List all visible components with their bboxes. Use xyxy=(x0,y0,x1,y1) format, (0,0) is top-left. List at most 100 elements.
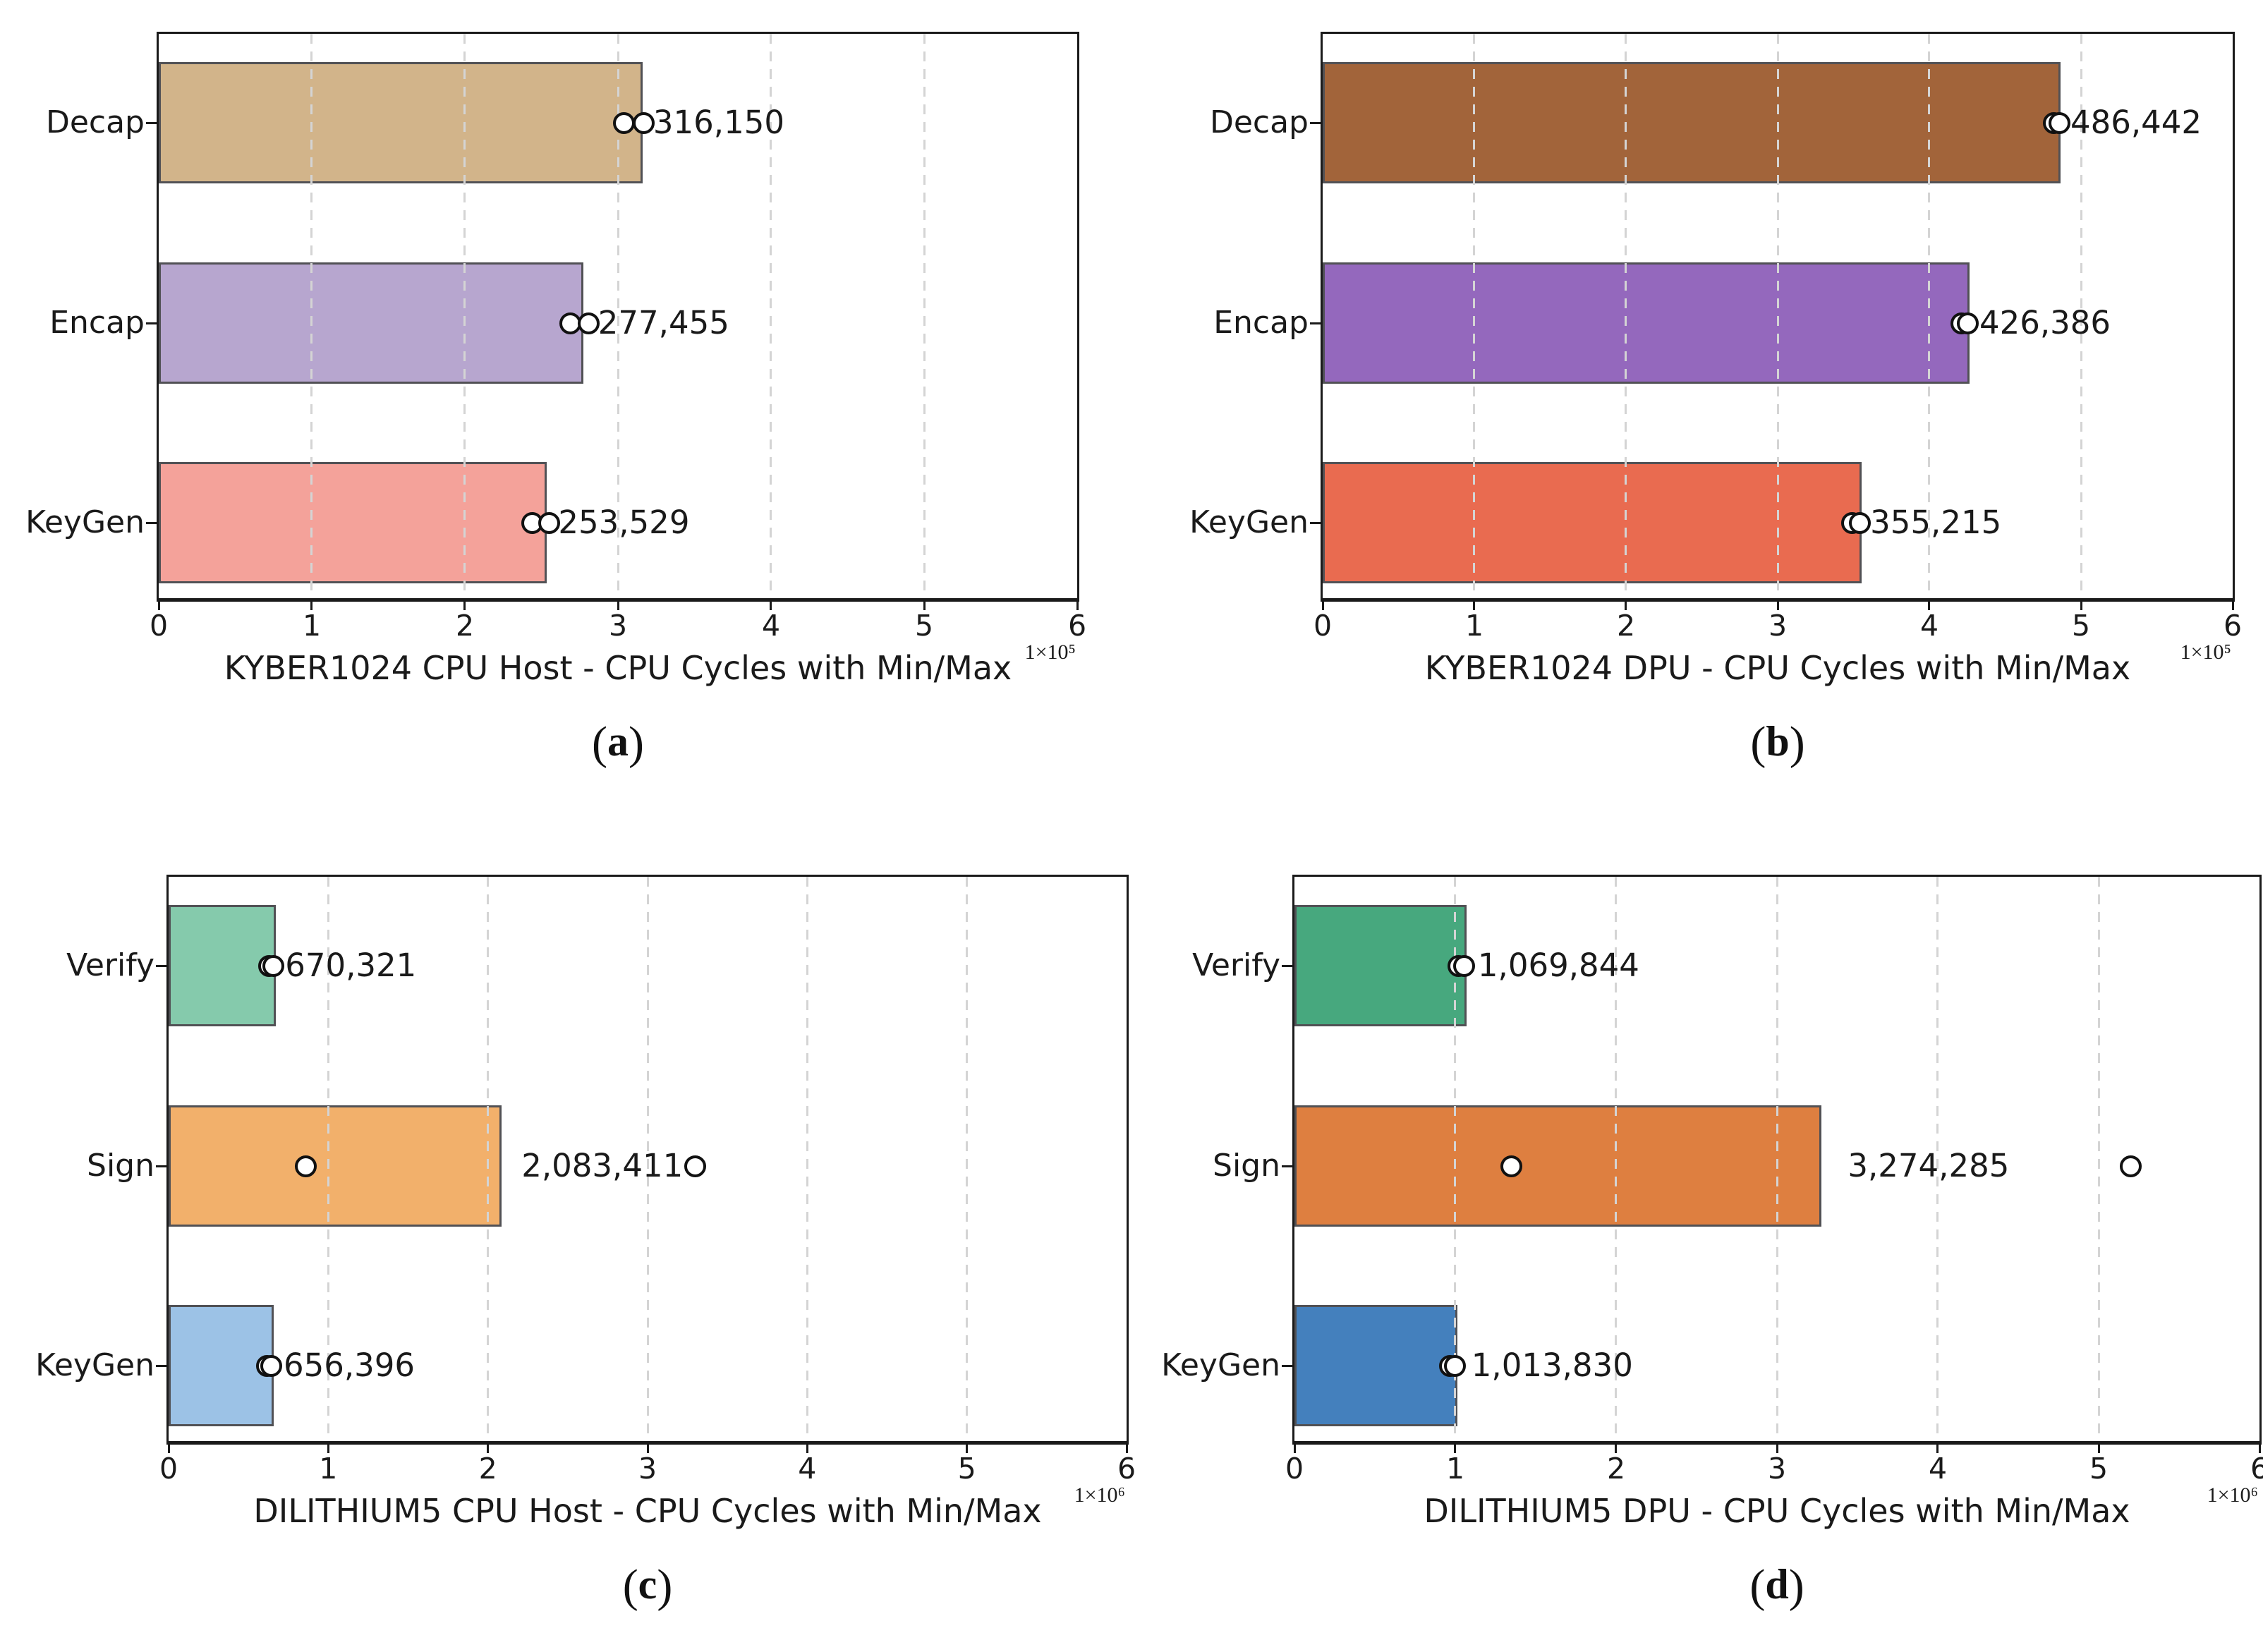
value-label: 355,215 xyxy=(1870,504,2002,541)
x-tick-label: 1 xyxy=(1464,609,1484,643)
gridline xyxy=(646,877,649,1441)
max-marker-keygen xyxy=(1848,511,1871,534)
caption-letter: d xyxy=(1765,1561,1789,1608)
chart-block-dilithium-cpu-host: Verify Sign KeyGen 670,321 2,083,411 656… xyxy=(0,826,1136,1652)
x-tick-mark xyxy=(1076,598,1079,610)
bar-keygen xyxy=(1294,1305,1458,1426)
caption-paren: ) xyxy=(629,717,644,769)
gridline xyxy=(1473,34,1476,598)
axis-scale-offset: 1×10⁶ xyxy=(1074,1483,1125,1507)
value-label: 656,396 xyxy=(283,1347,415,1384)
y-axis-label: Decap xyxy=(1209,104,1309,140)
min-marker-sign xyxy=(295,1155,317,1177)
min-marker-sign xyxy=(1500,1155,1523,1177)
y-tick-mark xyxy=(156,1364,166,1367)
bar-keygen xyxy=(159,462,547,583)
caption-paren: ) xyxy=(657,1560,673,1612)
caption-paren: ) xyxy=(1788,1560,1804,1612)
x-axis-title: KYBER1024 DPU - CPU Cycles with Min/Max xyxy=(1424,649,2131,687)
subfigure-caption: (a) xyxy=(592,717,644,770)
x-tick-mark xyxy=(770,598,772,610)
x-tick-mark xyxy=(646,1441,649,1453)
max-marker-decap xyxy=(2049,111,2071,134)
gridline xyxy=(2080,34,2082,598)
max-marker-sign xyxy=(2120,1155,2142,1177)
max-marker-sign xyxy=(684,1155,707,1177)
y-tick-mark xyxy=(156,1165,166,1167)
x-tick-mark xyxy=(487,1441,490,1453)
bar-decap xyxy=(1323,62,2061,183)
x-tick-mark xyxy=(2258,1441,2261,1453)
y-tick-mark xyxy=(1282,1364,1292,1367)
gridline xyxy=(806,877,808,1441)
x-tick-mark xyxy=(1936,1441,1939,1453)
gridline xyxy=(1625,34,1627,598)
x-tick-label: 2 xyxy=(478,1452,497,1486)
x-tick-label: 5 xyxy=(914,609,934,643)
x-tick-mark xyxy=(1615,1441,1618,1453)
x-tick-label: 5 xyxy=(2089,1452,2109,1486)
x-tick-mark xyxy=(1321,598,1324,610)
x-tick-mark xyxy=(1454,1441,1457,1453)
x-tick-mark xyxy=(463,598,466,610)
max-marker-keygen xyxy=(538,511,560,534)
y-axis-label: KeyGen xyxy=(1161,1347,1280,1383)
value-label: 1,013,830 xyxy=(1471,1347,1633,1384)
gridline xyxy=(2097,877,2100,1441)
x-tick-label: 4 xyxy=(1928,1452,1948,1486)
gridline xyxy=(1454,877,1457,1441)
bar-encap xyxy=(159,262,584,384)
chart-block-kyber-dpu: Decap Encap KeyGen 486,442 426,386 355,2… xyxy=(1132,0,2263,826)
x-tick-label: 2 xyxy=(1606,1452,1626,1486)
x-tick-label: 4 xyxy=(798,1452,817,1486)
gridline xyxy=(1776,34,1779,598)
x-tick-label: 6 xyxy=(1067,609,1087,643)
plot-area: Verify Sign KeyGen 670,321 2,083,411 656… xyxy=(35,875,1136,1612)
x-tick-mark xyxy=(806,1441,808,1453)
x-tick-label: 1 xyxy=(319,1452,338,1486)
axis-scale-offset: 1×10⁵ xyxy=(2180,640,2231,664)
caption-paren: ( xyxy=(1749,1560,1766,1612)
x-tick-mark xyxy=(1776,1441,1778,1453)
max-marker-keygen xyxy=(1444,1354,1467,1377)
x-tick-label: 0 xyxy=(1285,1452,1304,1486)
y-axis-label: Encap xyxy=(1213,305,1309,341)
y-tick-mark xyxy=(1282,1165,1292,1167)
y-axis-label: KeyGen xyxy=(1189,504,1309,540)
chart-block-kyber-cpu-host: Decap Encap KeyGen 316,150 277,455 253,5… xyxy=(0,0,1132,826)
x-tick-label: 1 xyxy=(302,609,322,643)
x-axis-title: DILITHIUM5 CPU Host - CPU Cycles with Mi… xyxy=(253,1492,1042,1530)
bar-decap xyxy=(159,62,643,183)
caption-letter: b xyxy=(1766,718,1790,765)
x-tick-label: 1 xyxy=(1445,1452,1465,1486)
caption-paren: ) xyxy=(1789,717,1805,769)
caption-paren: ( xyxy=(622,1560,638,1612)
bar-encap xyxy=(1323,262,1970,384)
bar-sign xyxy=(169,1105,502,1227)
x-tick-label: 0 xyxy=(1313,609,1333,643)
gridline xyxy=(463,34,466,598)
value-label: 3,274,285 xyxy=(1848,1147,2010,1184)
gridline xyxy=(327,877,329,1441)
max-marker-encap xyxy=(1957,312,1979,334)
x-tick-mark xyxy=(2097,1441,2100,1453)
x-tick-label: 4 xyxy=(761,609,781,643)
x-tick-label: 5 xyxy=(2071,609,2091,643)
axis-scale-offset: 1×10⁵ xyxy=(1024,640,1076,664)
gridline xyxy=(487,877,490,1441)
gridline xyxy=(770,34,772,598)
x-tick-label: 5 xyxy=(957,1452,976,1486)
x-tick-mark xyxy=(2231,598,2234,610)
value-label: 426,386 xyxy=(1979,304,2111,341)
max-marker-encap xyxy=(578,312,600,334)
gridline xyxy=(1615,877,1618,1441)
value-label: 1,069,844 xyxy=(1477,947,1639,984)
min-marker-decap xyxy=(613,111,636,134)
x-tick-label: 6 xyxy=(1117,1452,1136,1486)
x-tick-label: 3 xyxy=(638,1452,657,1486)
axis-scale-offset: 1×10⁶ xyxy=(2207,1483,2258,1507)
y-tick-mark xyxy=(1310,121,1321,124)
caption-letter: a xyxy=(607,718,629,765)
x-tick-mark xyxy=(923,598,926,610)
bar-sign xyxy=(1294,1105,1821,1227)
